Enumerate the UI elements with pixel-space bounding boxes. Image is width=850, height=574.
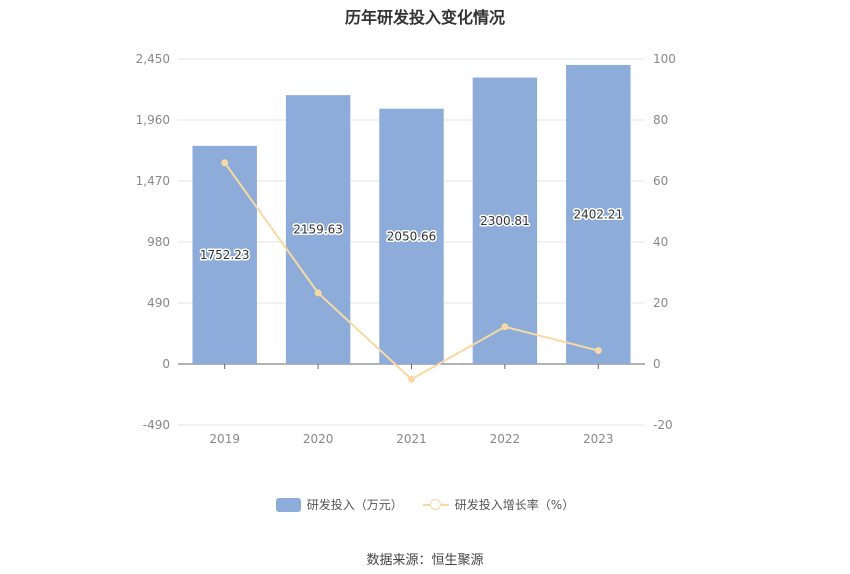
legend: 研发投入（万元） 研发投入增长率（%） [0,496,850,513]
y-right-tick-label: -20 [653,418,673,432]
x-tick-label: 2020 [303,432,334,446]
y-left-tick-label: -490 [143,418,170,432]
bar-value-label: 2402.21 [573,207,623,221]
legend-item-bar[interactable]: 研发投入（万元） [275,496,403,513]
bar-value-label: 2300.81 [480,214,530,228]
source-note: 数据来源：恒生聚源 [366,553,484,568]
y-right-tick-label: 100 [653,52,676,66]
bar-value-label: 2050.66 [387,229,437,243]
growth-point [501,323,509,331]
x-tick-label: 2022 [490,432,521,446]
y-left-tick-label: 1,470 [136,174,170,188]
legend-line-label: 研发投入增长率（%） [454,498,575,512]
data-labels: 1752.23 2159.63 2050.66 2300.81 2402.21 [198,206,624,263]
growth-point [221,159,229,167]
x-tick-label: 2021 [396,432,427,446]
y-left-tick-label: 1,960 [136,113,170,127]
growth-point [408,375,415,383]
bar [379,108,444,365]
y-left-tick-label: 0 [162,357,170,371]
y-left-tick-label: 2,450 [136,52,170,66]
y-right-tick-label: 0 [653,357,661,371]
y-right-tick-label: 20 [653,296,668,310]
bar [472,77,538,364]
legend-bar-label: 研发投入（万元） [306,498,403,512]
bar [285,95,351,364]
chart-title: 历年研发投入变化情况 [344,8,505,27]
x-tick-label: 2023 [583,432,614,446]
legend-line-swatch [422,498,449,512]
bar-value-label: 2159.63 [293,223,343,237]
bar-value-label: 1752.23 [200,248,250,262]
legend-bar-swatch [275,497,301,512]
growth-point [314,289,322,297]
y-right-tick-label: 60 [653,174,668,188]
line-series [221,159,602,383]
x-tick-label: 2019 [209,432,240,446]
y-right-tick-label: 40 [653,235,668,249]
y-right-tick-label: 80 [653,113,668,127]
y-left-tick-label: 980 [147,235,170,249]
growth-point [594,347,602,355]
bar-series [192,64,631,365]
legend-item-line[interactable]: 研发投入增长率（%） [422,496,575,513]
bar [192,145,257,364]
y-left-tick-label: 490 [147,296,170,310]
bar [566,64,631,364]
